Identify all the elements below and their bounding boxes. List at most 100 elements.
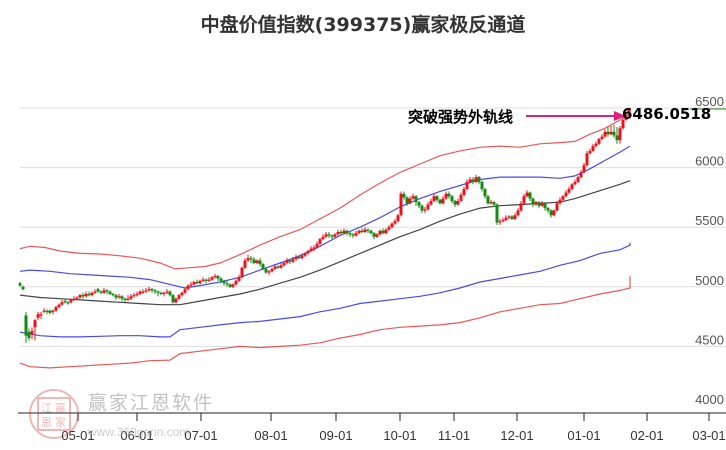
candle-down — [366, 228, 370, 234]
candle-up — [237, 274, 241, 283]
candle-down — [339, 229, 343, 235]
candle-up — [567, 186, 571, 194]
candle-up — [474, 174, 478, 184]
candle-up — [603, 129, 607, 138]
candle-down — [156, 290, 160, 297]
y-tick-label: 5000 — [695, 273, 724, 288]
candle-down — [483, 187, 487, 199]
candle-up — [507, 215, 511, 219]
candle-down — [492, 200, 496, 207]
candle-up — [444, 191, 448, 200]
candle-down — [327, 231, 331, 238]
candle-up — [354, 230, 358, 237]
candle-down — [549, 209, 553, 218]
candle-down — [405, 196, 409, 206]
candle-up — [621, 117, 625, 130]
line-inner-upper — [19, 145, 631, 289]
seal-char: 赢 — [55, 401, 66, 415]
candle-down — [420, 204, 424, 213]
candle-up — [141, 289, 145, 294]
candle-down — [471, 177, 475, 185]
x-tick-label: 08-01 — [254, 428, 287, 443]
candle-up — [162, 291, 166, 297]
candle-down — [531, 197, 535, 207]
candle-up — [357, 229, 361, 235]
channel-lines — [19, 113, 631, 369]
candle-up — [36, 311, 40, 321]
candle-down — [330, 234, 334, 240]
candle-down — [81, 292, 85, 299]
candle-up — [375, 233, 379, 238]
x-tick-label: 10-01 — [383, 428, 416, 443]
candle-up — [72, 296, 76, 302]
candle-down — [18, 282, 22, 287]
candle-up — [408, 196, 412, 205]
candle-down — [105, 289, 109, 294]
line-outer-upper — [19, 113, 631, 270]
candle-down — [216, 274, 220, 281]
candle-up — [186, 284, 190, 291]
watermark-seal-icon: 江 赢 恩 家 — [29, 389, 79, 439]
candle-up — [90, 291, 94, 297]
candle-up — [147, 286, 151, 292]
seal-char: 恩 — [41, 416, 52, 429]
annotation-label: 突破强势外轨线 — [408, 108, 514, 126]
candle-up — [279, 262, 283, 269]
candle-up — [306, 249, 310, 255]
candle-up — [177, 293, 181, 300]
candle-down — [195, 279, 199, 285]
candle-up — [618, 125, 622, 144]
candle-up — [564, 190, 568, 198]
candle-up — [69, 298, 73, 304]
candle-up — [198, 279, 202, 285]
candle-up — [525, 190, 529, 198]
candle-up — [309, 246, 313, 253]
candle-up — [624, 112, 628, 122]
candle-up — [312, 245, 316, 252]
candle-up — [93, 289, 97, 294]
candle-up — [126, 295, 130, 302]
candle-down — [546, 206, 550, 213]
candle-up — [60, 299, 64, 306]
candle-down — [450, 195, 454, 204]
y-tick-label: 4500 — [695, 332, 724, 347]
candle-up — [591, 143, 595, 153]
candle-up — [426, 202, 430, 211]
candle-up — [30, 327, 34, 340]
candle-up — [555, 200, 559, 212]
candle-up — [270, 267, 274, 273]
candle-up — [489, 199, 493, 205]
candle-up — [522, 193, 526, 205]
candle-up — [582, 162, 586, 174]
candle-up — [318, 237, 322, 246]
candle-up — [573, 179, 577, 186]
candle-up — [183, 287, 187, 294]
candle-down — [612, 124, 616, 138]
candle-down — [222, 279, 226, 286]
candle-up — [273, 265, 277, 271]
candle-down — [417, 200, 421, 209]
candle-down — [114, 293, 118, 300]
watermark-text: 赢家江恩软件 — [88, 392, 215, 414]
candle-up — [570, 183, 574, 191]
candle-up — [282, 261, 286, 267]
candle-up — [609, 125, 613, 136]
candle-up — [513, 212, 517, 221]
candle-down — [252, 257, 256, 265]
candle-up — [588, 148, 592, 155]
candle-up — [516, 208, 520, 217]
candle-down — [480, 180, 484, 192]
candle-down — [447, 191, 451, 199]
candle-down — [345, 229, 349, 236]
candle-up — [363, 227, 367, 234]
x-tick-label: 03-01 — [692, 428, 725, 443]
candle-down — [153, 289, 157, 294]
candle-up — [627, 108, 631, 117]
candle-down — [45, 309, 49, 315]
candle-up — [519, 200, 523, 212]
y-axis: 4000 4500 5000 5500 6000 6500 — [695, 94, 724, 407]
candle-up — [423, 206, 427, 213]
candle-down — [615, 127, 619, 144]
candle-up — [558, 197, 562, 205]
